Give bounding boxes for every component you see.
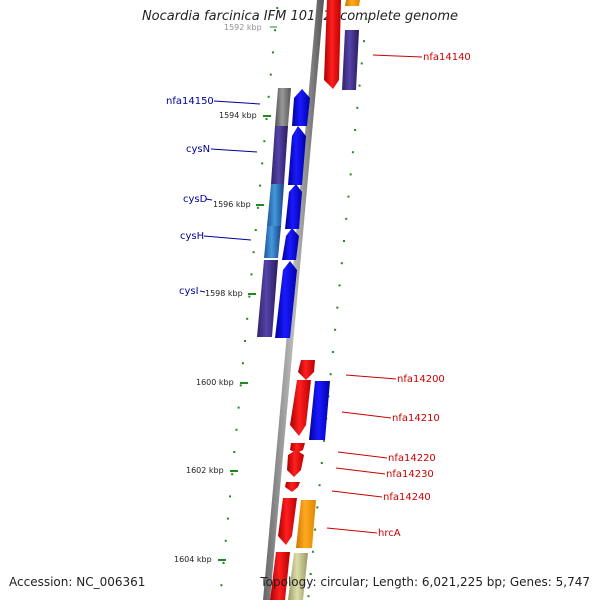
- gene-nfa14150-right[interactable]: [292, 89, 310, 126]
- gene-nfa14200-arrow[interactable]: [298, 360, 315, 380]
- gene-labels-left: nfa14150 cysN cysD cysH cysI: [166, 96, 214, 297]
- label-nfa14150[interactable]: nfa14150: [166, 96, 214, 107]
- gene-darkblue-top[interactable]: [342, 30, 359, 90]
- label-nfa14240[interactable]: nfa14240: [383, 492, 431, 503]
- label-nfa14220[interactable]: nfa14220: [388, 453, 436, 464]
- gene-cysD-right[interactable]: [285, 184, 302, 229]
- gene-labels-right: nfa14140 nfa14200 nfa14210 nfa14220 nfa1…: [378, 52, 471, 539]
- label-nfa14200[interactable]: nfa14200: [397, 374, 445, 385]
- gene-cysH-right[interactable]: [282, 228, 299, 260]
- genes-reverse: [257, 88, 291, 337]
- gene-nfa14210-blue[interactable]: [309, 381, 330, 440]
- scale-label-1596: 1596 kbp: [213, 200, 251, 209]
- scale-ticks-right: [307, 18, 368, 598]
- scale-labels: 1592 kbp 1594 kbp 1596 kbp 1598 kbp 1600…: [174, 23, 262, 564]
- label-cysH[interactable]: cysH: [180, 231, 204, 242]
- gene-nfa14150-left[interactable]: [275, 88, 291, 126]
- scale-label-1604: 1604 kbp: [174, 555, 212, 564]
- gene-nfa14240-arrow[interactable]: [285, 482, 300, 492]
- scale-label-1598: 1598 kbp: [205, 289, 243, 298]
- scale-label-dashes: [218, 26, 277, 561]
- genome-title: Nocardia farcinica IFM 10152, complete g…: [141, 9, 459, 24]
- gene-cysH-left[interactable]: [264, 226, 281, 258]
- gene-tan-bottom[interactable]: [288, 553, 308, 600]
- gene-cysN-left[interactable]: [271, 126, 288, 184]
- gene-nfa14220-arrow[interactable]: [290, 443, 305, 453]
- gene-cysI-left[interactable]: [257, 260, 278, 337]
- topology-label: Topology: circular; Length: 6,021,225 bp…: [260, 575, 590, 589]
- gene-red-bottom[interactable]: [270, 552, 290, 600]
- gene-nfa14140-arrow[interactable]: [324, 0, 341, 89]
- gene-nfa14210-red[interactable]: [290, 380, 311, 436]
- scale-label-1592: 1592 kbp: [224, 23, 262, 32]
- label-hrcA[interactable]: hrcA: [378, 528, 401, 539]
- gene-hrcA-red[interactable]: [278, 498, 297, 545]
- gene-cysI-right[interactable]: [275, 261, 297, 338]
- label-nfa14210[interactable]: nfa14210: [392, 413, 440, 424]
- accession-label: Accession: NC_006361: [9, 575, 146, 589]
- label-nfa14140[interactable]: nfa14140: [423, 52, 471, 63]
- leader-lines-left: [199, 100, 261, 293]
- gene-hrcA-orange[interactable]: [296, 500, 316, 548]
- gene-cysD-left[interactable]: [267, 184, 284, 226]
- label-nfa14230[interactable]: nfa14230: [386, 469, 434, 480]
- gene-nfa14230-arrow[interactable]: [287, 450, 304, 477]
- gene-cysN-right[interactable]: [288, 126, 306, 185]
- scale-label-1594: 1594 kbp: [219, 111, 257, 120]
- label-cysN[interactable]: cysN: [186, 144, 210, 155]
- scale-ticks-left: [220, 7, 279, 587]
- gene-orange-top[interactable]: [345, 0, 360, 6]
- scale-label-1602: 1602 kbp: [186, 466, 224, 475]
- scale-label-1600: 1600 kbp: [196, 378, 234, 387]
- label-cysI[interactable]: cysI: [179, 286, 199, 297]
- label-cysD[interactable]: cysD: [183, 194, 208, 205]
- leader-lines-right: [326, 54, 423, 534]
- genes-forward: [270, 0, 360, 600]
